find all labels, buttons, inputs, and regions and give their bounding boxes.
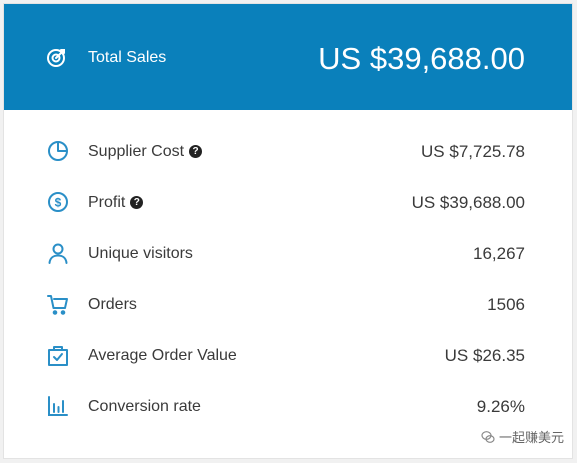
metric-row-orders: Orders 1506 [4,279,572,330]
metric-row-conversion-rate: Conversion rate 9.26% [4,381,572,432]
metric-label: Average Order Value [88,347,237,364]
pie-chart-icon [46,139,70,163]
watermark-text: 一起赚美元 [498,430,564,445]
metric-row-unique-visitors: Unique visitors 16,267 [4,228,572,279]
metric-row-profit: $ Profit? US $39,688.00 [4,177,572,228]
metrics-list: Supplier Cost? US $7,725.78 $ Profit? US… [4,126,572,432]
metric-value: US $39,688.00 [411,193,525,212]
metric-label: Supplier Cost? [88,142,203,162]
watermark: 一起赚美元 [481,427,564,446]
help-icon[interactable]: ? [189,145,203,158]
dollar-circle-icon: $ [46,190,70,214]
metric-label: Unique visitors [88,245,193,262]
metric-label: Conversion rate [88,398,201,415]
metric-label: Orders [88,296,137,313]
cart-icon [46,292,70,316]
metric-value: US $7,725.78 [421,142,525,161]
total-sales-value: US $39,688.00 [318,41,525,76]
metric-value: 16,267 [473,244,525,263]
help-icon[interactable]: ? [130,196,144,209]
metric-value: 9.26% [476,397,525,416]
svg-text:$: $ [55,196,62,210]
total-sales-header: Total Sales US $39,688.00 [4,4,572,110]
target-icon [46,46,68,68]
metric-row-supplier-cost: Supplier Cost? US $7,725.78 [4,126,572,177]
metric-row-average-order-value: Average Order Value US $26.35 [4,330,572,381]
sales-summary-card: Total Sales US $39,688.00 Supplier Cost?… [4,4,572,458]
metric-label: Profit? [88,193,144,213]
total-sales-label: Total Sales [88,49,167,66]
wechat-icon [481,430,495,444]
metric-value: 1506 [487,295,525,314]
user-icon [46,241,70,265]
metric-value: US $26.35 [444,346,525,365]
bar-chart-icon [46,394,70,418]
shopping-bag-check-icon [46,343,70,367]
